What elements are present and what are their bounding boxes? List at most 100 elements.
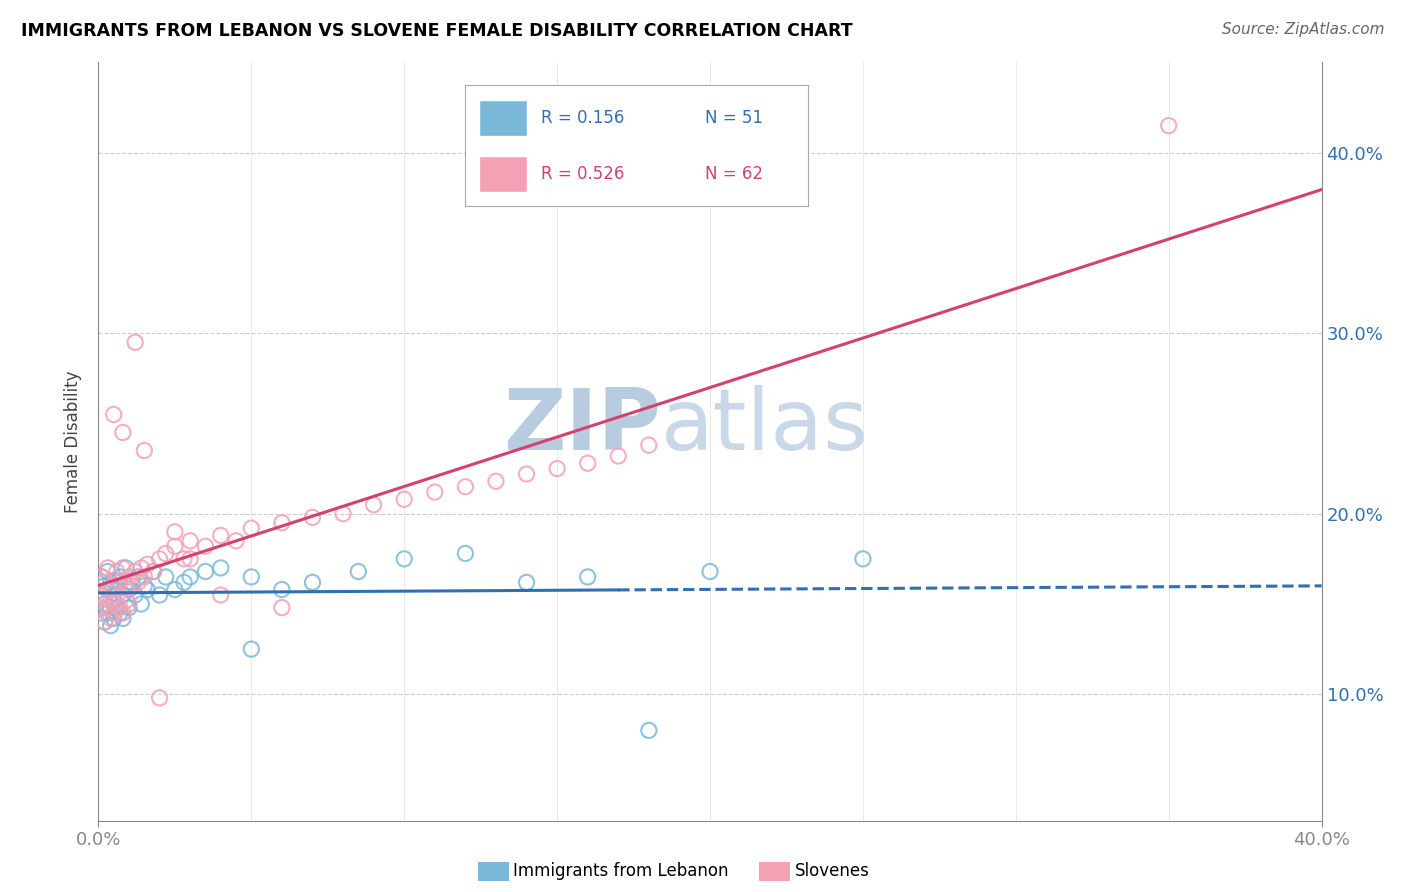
Text: Slovenes: Slovenes	[794, 863, 869, 880]
Point	[134, 570, 156, 584]
Point	[93, 615, 115, 629]
Point	[93, 579, 115, 593]
Point	[90, 588, 112, 602]
Point	[454, 546, 477, 560]
Point	[127, 575, 149, 590]
Point	[637, 723, 661, 738]
Point	[127, 570, 149, 584]
Point	[194, 565, 217, 579]
Y-axis label: Female Disability: Female Disability	[65, 370, 83, 513]
Point	[134, 579, 156, 593]
Point	[100, 600, 122, 615]
Point	[90, 570, 112, 584]
Point	[163, 539, 186, 553]
Point	[103, 593, 125, 607]
Point	[179, 570, 201, 584]
Point	[209, 588, 232, 602]
Point	[105, 582, 128, 597]
Point	[163, 582, 186, 597]
Text: Immigrants from Lebanon: Immigrants from Lebanon	[513, 863, 728, 880]
Point	[149, 552, 172, 566]
Point	[124, 335, 146, 350]
Point	[93, 591, 115, 606]
Point	[149, 690, 172, 705]
Point	[546, 461, 568, 475]
Point	[90, 606, 112, 620]
Point	[105, 565, 128, 579]
Point	[270, 600, 292, 615]
Point	[97, 582, 120, 597]
Point	[97, 600, 120, 615]
Point	[103, 408, 125, 422]
Point	[111, 561, 134, 575]
Point	[100, 593, 122, 607]
Point	[93, 575, 115, 590]
Point	[100, 611, 122, 625]
Point	[173, 575, 195, 590]
Text: ZIP: ZIP	[503, 384, 661, 468]
Point	[240, 521, 263, 535]
Point	[136, 558, 159, 572]
Point	[699, 565, 721, 579]
Point	[103, 579, 125, 593]
Point	[105, 600, 128, 615]
Point	[155, 570, 177, 584]
Point	[240, 570, 263, 584]
Point	[270, 516, 292, 530]
Point	[347, 565, 370, 579]
Point	[163, 524, 186, 539]
Point	[97, 606, 120, 620]
Point	[576, 456, 599, 470]
Point	[142, 565, 165, 579]
Point	[179, 552, 201, 566]
Point	[108, 606, 131, 620]
Point	[142, 565, 165, 579]
Point	[225, 533, 247, 548]
Point	[111, 606, 134, 620]
Point	[134, 443, 156, 458]
Point	[209, 561, 232, 575]
Text: Source: ZipAtlas.com: Source: ZipAtlas.com	[1222, 22, 1385, 37]
Point	[100, 575, 122, 590]
Point	[115, 593, 138, 607]
Point	[90, 600, 112, 615]
Point	[270, 582, 292, 597]
Point	[363, 498, 385, 512]
Point	[121, 575, 143, 590]
Point	[516, 467, 538, 481]
Point	[118, 597, 141, 611]
Point	[103, 606, 125, 620]
Point	[1157, 119, 1180, 133]
Point	[576, 570, 599, 584]
Point	[93, 597, 115, 611]
Point	[607, 449, 630, 463]
Point	[97, 565, 120, 579]
Point	[111, 611, 134, 625]
Point	[97, 582, 120, 597]
Text: IMMIGRANTS FROM LEBANON VS SLOVENE FEMALE DISABILITY CORRELATION CHART: IMMIGRANTS FROM LEBANON VS SLOVENE FEMAL…	[21, 22, 852, 40]
Point	[115, 579, 138, 593]
Point	[392, 552, 416, 566]
Point	[108, 575, 131, 590]
Point	[111, 588, 134, 602]
Point	[136, 582, 159, 597]
Point	[301, 575, 323, 590]
Point	[118, 570, 141, 584]
Point	[103, 611, 125, 625]
Point	[97, 561, 120, 575]
Point	[118, 600, 141, 615]
Point	[108, 570, 131, 584]
Point	[105, 597, 128, 611]
Point	[240, 642, 263, 657]
Point	[115, 579, 138, 593]
Point	[301, 510, 323, 524]
Text: atlas: atlas	[661, 384, 869, 468]
Point	[129, 561, 152, 575]
Point	[115, 561, 138, 575]
Point	[209, 528, 232, 542]
Point	[852, 552, 875, 566]
Point	[100, 618, 122, 632]
Point	[173, 552, 195, 566]
Point	[155, 546, 177, 560]
Point	[332, 507, 354, 521]
